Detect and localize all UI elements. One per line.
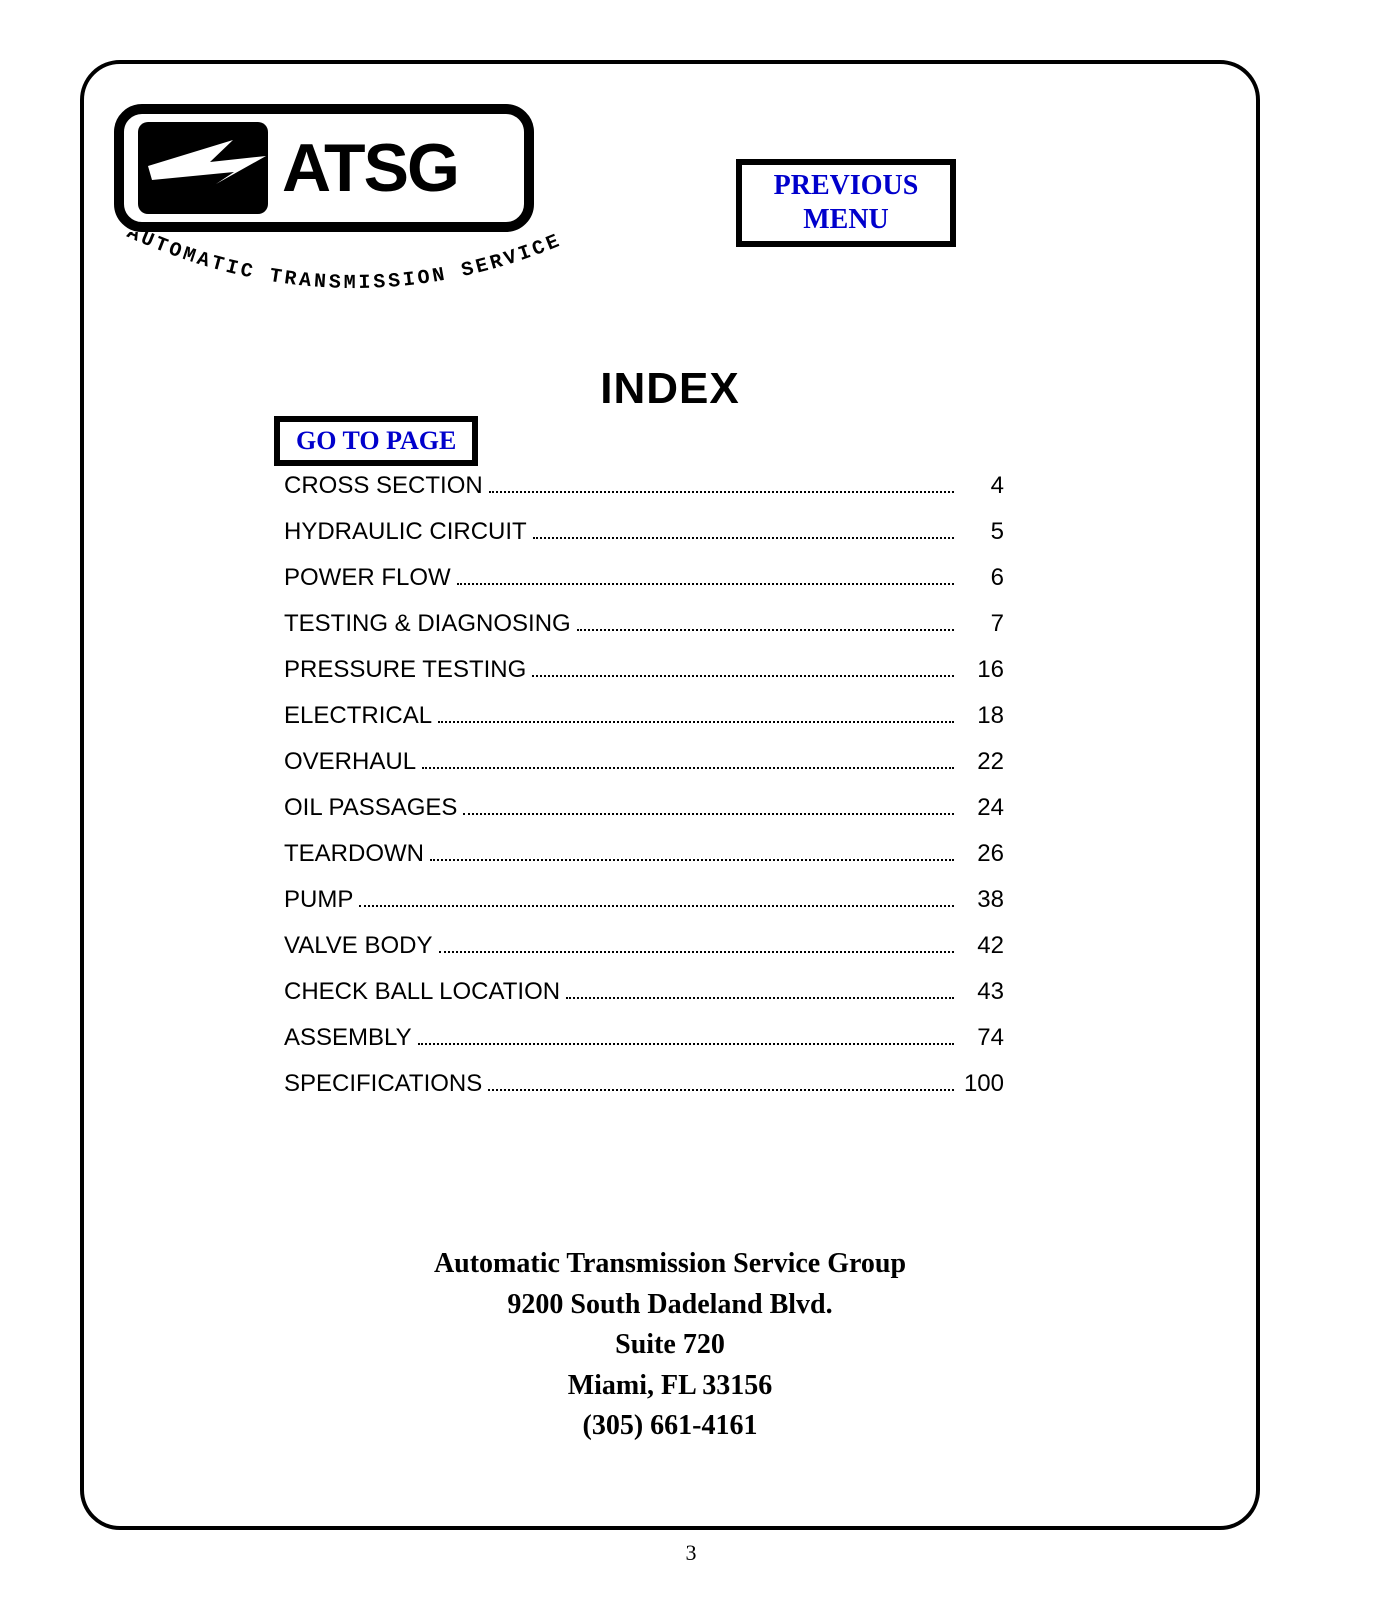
toc-leader-dots xyxy=(359,905,954,907)
toc-label: PUMP xyxy=(284,886,353,914)
toc-leader-dots xyxy=(577,629,954,631)
toc-row[interactable]: TEARDOWN 26 xyxy=(284,840,1004,868)
toc-label: PRESSURE TESTING xyxy=(284,656,526,684)
footer-phone: (305) 661-4161 xyxy=(84,1406,1256,1447)
toc-page-number: 22 xyxy=(960,748,1004,776)
previous-menu-button[interactable]: PREVIOUS MENU xyxy=(736,159,956,247)
footer-suite: Suite 720 xyxy=(84,1325,1256,1366)
toc-row[interactable]: PUMP 38 xyxy=(284,886,1004,914)
goto-page-button[interactable]: GO TO PAGE xyxy=(274,416,478,466)
toc-label: POWER FLOW xyxy=(284,564,451,592)
toc-row[interactable]: OIL PASSAGES 24 xyxy=(284,794,1004,822)
toc-label: ASSEMBLY xyxy=(284,1024,412,1052)
toc-leader-dots xyxy=(439,951,955,953)
toc-page-number: 24 xyxy=(960,794,1004,822)
table-of-contents: CROSS SECTION 4 HYDRAULIC CIRCUIT 5 POWER FL… xyxy=(284,472,1004,1116)
logo-arc-text: AUTOMATIC TRANSMISSION SERVICE GROUP xyxy=(114,232,579,295)
document-page: ATSG AUTOMATIC TRANSMISSION SERVICE GROU… xyxy=(80,60,1260,1530)
toc-row[interactable]: POWER FLOW 6 xyxy=(284,564,1004,592)
swoosh-icon xyxy=(138,122,268,214)
toc-row[interactable]: SPECIFICATIONS 100 xyxy=(284,1070,1004,1098)
toc-page-number: 7 xyxy=(960,610,1004,638)
toc-label: OVERHAUL xyxy=(284,748,416,776)
toc-row[interactable]: OVERHAUL 22 xyxy=(284,748,1004,776)
toc-page-number: 5 xyxy=(960,518,1004,546)
toc-label: ELECTRICAL xyxy=(284,702,432,730)
toc-label: OIL PASSAGES xyxy=(284,794,457,822)
toc-page-number: 38 xyxy=(960,886,1004,914)
toc-label: HYDRAULIC CIRCUIT xyxy=(284,518,527,546)
toc-label: VALVE BODY xyxy=(284,932,433,960)
toc-leader-dots xyxy=(418,1043,954,1045)
toc-page-number: 74 xyxy=(960,1024,1004,1052)
logo-emblem xyxy=(138,122,268,214)
toc-label: SPECIFICATIONS xyxy=(284,1070,482,1098)
footer-address: Automatic Transmission Service Group 920… xyxy=(84,1244,1256,1447)
toc-label: TEARDOWN xyxy=(284,840,424,868)
toc-leader-dots xyxy=(566,997,954,999)
toc-page-number: 100 xyxy=(960,1070,1004,1098)
toc-page-number: 16 xyxy=(960,656,1004,684)
toc-row[interactable]: ELECTRICAL 18 xyxy=(284,702,1004,730)
svg-text:AUTOMATIC TRANSMISSION SERVICE: AUTOMATIC TRANSMISSION SERVICE GROUP xyxy=(114,232,579,295)
logo-subline: AUTOMATIC TRANSMISSION SERVICE GROUP xyxy=(114,232,594,309)
toc-leader-dots xyxy=(488,1089,954,1091)
toc-label: CROSS SECTION xyxy=(284,472,483,500)
previous-menu-line2: MENU xyxy=(803,203,889,237)
toc-row[interactable]: CROSS SECTION 4 xyxy=(284,472,1004,500)
toc-page-number: 18 xyxy=(960,702,1004,730)
index-title: INDEX xyxy=(84,364,1256,414)
toc-page-number: 42 xyxy=(960,932,1004,960)
footer-street: 9200 South Dadeland Blvd. xyxy=(84,1285,1256,1326)
previous-menu-line1: PREVIOUS xyxy=(774,169,919,203)
logo-arc-icon: AUTOMATIC TRANSMISSION SERVICE GROUP xyxy=(114,232,594,302)
toc-row[interactable]: ASSEMBLY 74 xyxy=(284,1024,1004,1052)
logo-brand-text: ATSG xyxy=(282,134,458,202)
footer-citystate: Miami, FL 33156 xyxy=(84,1366,1256,1407)
toc-row[interactable]: VALVE BODY 42 xyxy=(284,932,1004,960)
page-number: 3 xyxy=(0,1540,1382,1566)
toc-row[interactable]: PRESSURE TESTING 16 xyxy=(284,656,1004,684)
toc-row[interactable]: TESTING & DIAGNOSING 7 xyxy=(284,610,1004,638)
toc-row[interactable]: HYDRAULIC CIRCUIT 5 xyxy=(284,518,1004,546)
goto-page-label: GO TO PAGE xyxy=(296,426,456,455)
toc-page-number: 6 xyxy=(960,564,1004,592)
toc-leader-dots xyxy=(532,675,954,677)
toc-label: TESTING & DIAGNOSING xyxy=(284,610,571,638)
toc-leader-dots xyxy=(533,537,954,539)
toc-leader-dots xyxy=(430,859,954,861)
toc-leader-dots xyxy=(463,813,954,815)
toc-leader-dots xyxy=(438,721,954,723)
toc-leader-dots xyxy=(489,491,954,493)
toc-page-number: 4 xyxy=(960,472,1004,500)
toc-row[interactable]: CHECK BALL LOCATION 43 xyxy=(284,978,1004,1006)
logo-box: ATSG xyxy=(114,104,534,232)
toc-page-number: 43 xyxy=(960,978,1004,1006)
toc-page-number: 26 xyxy=(960,840,1004,868)
footer-org: Automatic Transmission Service Group xyxy=(84,1244,1256,1285)
logo: ATSG AUTOMATIC TRANSMISSION SERVICE GROU… xyxy=(114,104,594,232)
toc-label: CHECK BALL LOCATION xyxy=(284,978,560,1006)
toc-leader-dots xyxy=(457,583,954,585)
toc-leader-dots xyxy=(422,767,954,769)
